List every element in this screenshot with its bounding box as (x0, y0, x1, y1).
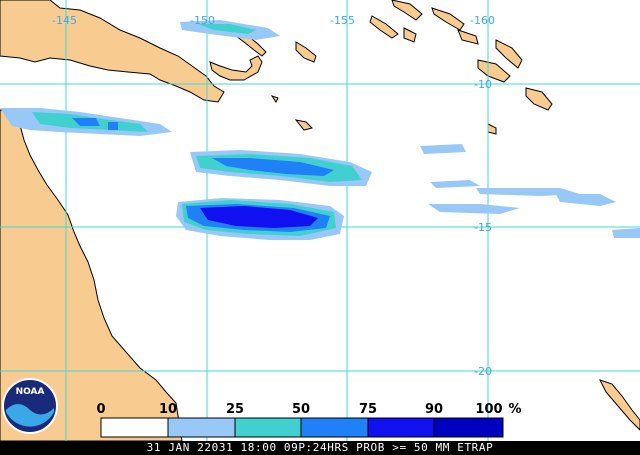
legend-tick-10: 10 (159, 402, 177, 417)
band-west-50 (72, 118, 100, 126)
new-guinea-land (0, 0, 225, 103)
longitude-labels: -145 -150 -155 -160 (52, 14, 495, 27)
legend-tick-75: 75 (359, 402, 377, 417)
legend-tick-0: 0 (96, 402, 105, 417)
solomon-island-1 (369, 15, 399, 39)
solomon-island-8 (525, 87, 553, 111)
bougainville-island (295, 41, 317, 63)
legend-tick-90: 90 (425, 402, 443, 417)
product-caption: 31 JAN 22031 18:00 09P:24HRS PROB >= 50 … (0, 441, 640, 455)
legend-swatch-90-100 (433, 417, 504, 438)
trobriand-islet (270, 95, 279, 103)
legend-tick-50: 50 (292, 402, 310, 417)
band-south-75 (200, 206, 318, 228)
lat-label-10: -10 (474, 78, 492, 91)
australia-land (0, 109, 183, 441)
latitude-labels: -10 -15 -20 (474, 78, 492, 378)
band-west-50b (108, 122, 118, 130)
streak-east-6 (612, 228, 640, 238)
legend-swatch-75-90 (367, 417, 435, 438)
lat-label-15: -15 (474, 221, 492, 234)
band-top-25 (198, 24, 256, 34)
landmasses (0, 0, 640, 441)
legend: 0 10 25 50 75 90 100 % (96, 402, 522, 438)
legend-swatch-50-75 (300, 417, 369, 438)
noaa-logo: NOAA (2, 378, 58, 434)
streak-east-1 (420, 144, 466, 154)
legend-swatch-25-50 (234, 417, 302, 438)
lon-label-150: -150 (190, 14, 215, 27)
solomon-island-7 (495, 39, 523, 69)
probability-map: -145 -150 -155 -160 -10 -15 -20 NOAA 0 1… (0, 0, 640, 441)
solomon-island-3 (403, 27, 417, 43)
lon-label-160: -160 (470, 14, 495, 27)
vanuatu-islands (599, 379, 640, 431)
streak-east-5 (556, 194, 616, 206)
streak-east-3 (476, 188, 580, 196)
solomon-island-5 (457, 29, 479, 45)
new-britain-island (209, 55, 263, 81)
noaa-logo-wave (6, 404, 54, 427)
band-mid-50 (212, 158, 334, 176)
lon-label-155: -155 (330, 14, 355, 27)
streak-east-2 (430, 180, 480, 188)
noaa-logo-text: NOAA (16, 387, 45, 397)
legend-tick-25: 25 (226, 402, 244, 417)
legend-swatch-10-25 (167, 417, 236, 438)
louisiade-islets (294, 119, 313, 131)
probability-contours (0, 20, 640, 240)
legend-swatch-0-10 (100, 417, 169, 438)
solomon-island-2 (391, 0, 423, 21)
legend-unit: % (508, 402, 521, 417)
solomon-island-6 (477, 59, 511, 83)
legend-tick-100: 100 (475, 402, 502, 417)
solomon-island-4 (431, 7, 465, 31)
streak-east-4 (428, 204, 520, 214)
lon-label-145: -145 (52, 14, 77, 27)
lat-label-20: -20 (474, 365, 492, 378)
